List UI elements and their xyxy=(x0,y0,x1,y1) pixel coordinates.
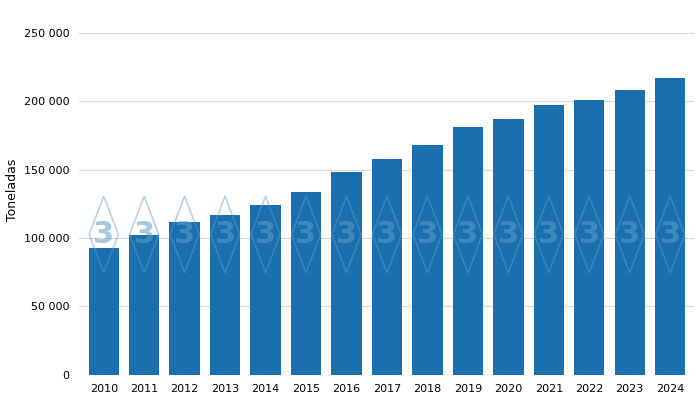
Bar xyxy=(129,235,160,375)
Text: 3: 3 xyxy=(579,220,600,249)
Bar xyxy=(494,119,524,375)
Text: 3: 3 xyxy=(255,220,276,249)
Bar xyxy=(655,78,685,375)
Text: 3: 3 xyxy=(659,220,680,249)
Bar xyxy=(169,222,200,375)
Bar xyxy=(210,215,240,375)
Text: 3: 3 xyxy=(457,220,478,249)
Bar xyxy=(615,90,645,375)
Text: 3: 3 xyxy=(336,220,357,249)
Text: 3: 3 xyxy=(295,220,316,249)
Text: 3: 3 xyxy=(377,220,398,249)
Bar xyxy=(89,248,119,375)
Bar xyxy=(251,205,281,375)
Y-axis label: Toneladas: Toneladas xyxy=(6,159,19,221)
Text: 3: 3 xyxy=(498,220,519,249)
Bar xyxy=(412,145,442,375)
Text: 3: 3 xyxy=(215,220,236,249)
Bar xyxy=(574,100,604,375)
Text: 3: 3 xyxy=(416,220,438,249)
Text: 3: 3 xyxy=(134,220,155,249)
Bar xyxy=(533,105,564,375)
Text: 3: 3 xyxy=(538,220,559,249)
Text: 3: 3 xyxy=(93,220,114,249)
Bar xyxy=(453,127,483,375)
Bar xyxy=(372,159,402,375)
Bar xyxy=(331,172,362,375)
Text: 3: 3 xyxy=(174,220,195,249)
Text: 3: 3 xyxy=(619,220,640,249)
Bar xyxy=(291,192,321,375)
